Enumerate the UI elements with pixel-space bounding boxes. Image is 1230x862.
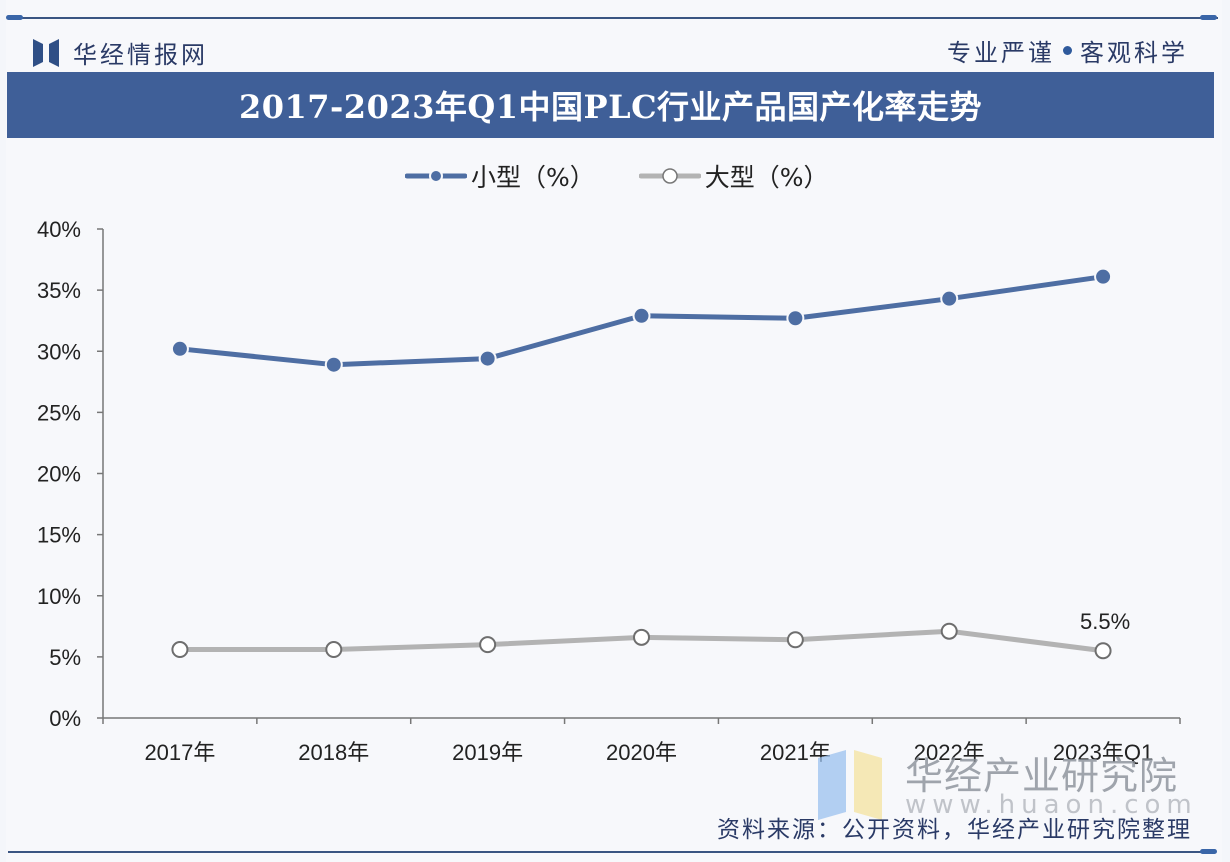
- data-point-marker: [940, 289, 959, 308]
- data-point-marker: [324, 355, 343, 374]
- x-axis: 2017年 2018年 2019年 2020年 2021年 2022年 2023年Q1: [102, 717, 1181, 765]
- legend-filled-circle-marker-icon: [405, 169, 467, 183]
- legend-label-small: 小型（%）: [471, 163, 595, 192]
- top-divider-cap-right: [1200, 15, 1217, 20]
- motto-right: 客观科学: [1080, 39, 1188, 67]
- y-tick-label: 30%: [37, 339, 81, 364]
- y-tick-label: 25%: [37, 400, 81, 425]
- x-tick-label: 2020年: [606, 740, 677, 765]
- bottom-divider-cap: [1200, 849, 1217, 854]
- title-bar: 2017-2023年Q1中国PLC行业产品国产化率走势: [7, 72, 1214, 138]
- brand-logo-icon: [33, 38, 59, 67]
- y-tick-label: 15%: [37, 523, 81, 548]
- motto-left: 专业严谨: [947, 39, 1055, 67]
- data-point-marker: [632, 306, 651, 325]
- data-point-marker: [479, 636, 497, 654]
- data-point-marker: [171, 641, 189, 659]
- y-tick-label: 20%: [37, 462, 81, 487]
- y-axis: 0% 5% 10% 15% 20% 25% 30% 35% 40%: [37, 217, 104, 731]
- data-label: 5.5%: [1080, 609, 1130, 634]
- series-large-line: [171, 622, 1112, 660]
- data-point-marker: [478, 349, 497, 368]
- motto: 专业严谨 客观科学: [947, 33, 1188, 68]
- x-tick-label: 2022年: [914, 740, 985, 765]
- x-tick-label: 2019年: [452, 740, 523, 765]
- bottom-divider: [8, 851, 1216, 853]
- data-point-marker: [940, 622, 958, 640]
- data-point-marker: [325, 641, 343, 659]
- x-tick-label: 2018年: [298, 740, 369, 765]
- legend-label-large: 大型（%）: [704, 163, 829, 192]
- legend-hollow-circle-marker-icon: [638, 168, 701, 184]
- watermark-name: 华经产业研究院: [905, 754, 1179, 798]
- series-small-line: [170, 267, 1113, 374]
- data-labels: 5.5%: [1080, 609, 1130, 634]
- y-tick-label: 0%: [49, 706, 81, 731]
- legend-item-large: 大型（%）: [638, 158, 829, 194]
- brand: 华经情报网: [33, 35, 208, 70]
- y-tick-label: 40%: [37, 217, 81, 242]
- source-note: 资料来源：公开资料，华经产业研究院整理: [717, 817, 1192, 843]
- data-point-marker: [1094, 267, 1113, 286]
- data-point-marker: [786, 309, 805, 328]
- watermark-url: www.huaon.com: [905, 790, 1198, 820]
- legend-item-small: 小型（%）: [405, 158, 595, 194]
- chart-title: 2017-2023年Q1中国PLC行业产品国产化率走势: [238, 88, 983, 126]
- data-point-marker: [786, 631, 804, 649]
- bullet-dot-icon: [1063, 46, 1072, 55]
- watermark-logo-icon: [818, 750, 882, 820]
- y-tick-label: 10%: [37, 584, 81, 609]
- top-divider: [8, 17, 1218, 19]
- y-tick-label: 35%: [37, 278, 81, 303]
- chart-legend: 小型（%） 大型（%）: [405, 158, 873, 194]
- data-point-marker: [170, 339, 189, 358]
- data-point-marker: [1094, 642, 1112, 660]
- x-tick-label: 2023年Q1: [1053, 740, 1153, 765]
- data-point-marker: [633, 628, 650, 646]
- top-divider-cap-left: [6, 15, 23, 20]
- x-tick-label: 2017年: [144, 740, 215, 765]
- y-tick-label: 5%: [49, 645, 81, 670]
- brand-name: 华经情报网: [73, 41, 208, 69]
